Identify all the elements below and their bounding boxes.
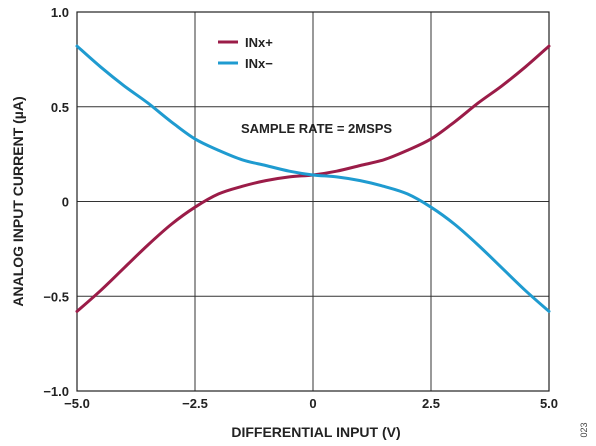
y-tick-label: 1.0: [51, 5, 69, 20]
y-axis-label: ANALOG INPUT CURRENT (µA): [10, 96, 26, 306]
x-tick-labels: −5.0 −2.5 0 2.5 5.0: [64, 396, 558, 411]
x-tick-label: 5.0: [540, 396, 558, 411]
y-tick-labels: 1.0 0.5 0 −0.5 −1.0: [43, 5, 69, 399]
y-tick-label: −0.5: [43, 289, 69, 304]
legend: INx+ INx−: [218, 35, 273, 71]
figure-id: 023: [579, 422, 589, 437]
x-tick-label: 2.5: [422, 396, 440, 411]
legend-label: INx−: [245, 56, 273, 71]
annotation-sample-rate: SAMPLE RATE = 2MSPS: [241, 121, 392, 136]
x-tick-label: 0: [309, 396, 316, 411]
y-tick-label: −1.0: [43, 384, 69, 399]
grid: [77, 12, 549, 391]
x-axis-label: DIFFERENTIAL INPUT (V): [231, 424, 400, 440]
y-tick-label: 0.5: [51, 100, 69, 115]
y-tick-label: 0: [62, 195, 69, 210]
legend-label: INx+: [245, 35, 273, 50]
x-tick-label: −2.5: [182, 396, 208, 411]
